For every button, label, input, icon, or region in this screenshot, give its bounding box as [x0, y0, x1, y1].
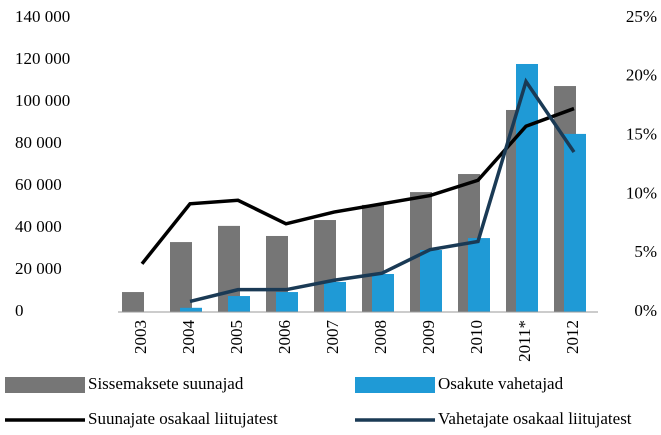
legend-label: Vahetajate osakaal liitujatest — [438, 409, 632, 428]
x-tick-label: 2004 — [179, 320, 198, 355]
y-tick-label: 100 000 — [15, 91, 70, 110]
y2-tick-label: 5% — [634, 242, 657, 261]
bar — [564, 133, 586, 312]
line — [189, 77, 576, 304]
bar — [170, 242, 192, 312]
y-tick-label: 60 000 — [15, 175, 62, 194]
legend-label: Suunajate osakaal liitujatest — [88, 409, 278, 428]
x-tick-label: 2005 — [227, 320, 246, 354]
x-tick-label: 2003 — [131, 320, 150, 354]
bar — [372, 273, 394, 312]
y2-tick-label: 10% — [626, 183, 657, 202]
x-tick-label: 2008 — [371, 320, 390, 354]
x-tick-label: 2011* — [515, 320, 534, 362]
bar — [324, 281, 346, 312]
y-tick-label: 120 000 — [15, 49, 70, 68]
bar — [276, 292, 298, 312]
x-tick-label: 2007 — [323, 320, 342, 355]
y2-tick-label: 25% — [626, 7, 657, 26]
legend-label: Sissemaksete suunajad — [88, 374, 244, 393]
y2-tick-label: 15% — [626, 125, 657, 144]
y-tick-label: 20 000 — [15, 259, 62, 278]
y-tick-label: 80 000 — [15, 133, 62, 152]
line — [140, 106, 575, 265]
y-tick-label: 40 000 — [15, 217, 62, 236]
bar — [468, 238, 490, 312]
y2-tick-label: 0% — [634, 301, 657, 320]
bar — [180, 307, 202, 312]
y-tick-label: 0 — [15, 301, 24, 320]
bar — [228, 296, 250, 312]
y-tick-label: 140 000 — [15, 7, 70, 26]
x-tick-label: 2012 — [563, 320, 582, 354]
x-tick-label: 2006 — [275, 320, 294, 354]
bar — [122, 292, 144, 312]
bar — [420, 250, 442, 312]
x-tick-label: 2010 — [467, 320, 486, 354]
x-tick-label: 2009 — [419, 320, 438, 354]
legend-swatch — [355, 377, 435, 393]
legend-swatch — [5, 377, 85, 393]
legend-label: Osakute vahetajad — [438, 374, 564, 393]
y2-tick-label: 20% — [626, 66, 657, 85]
bar — [516, 63, 538, 312]
